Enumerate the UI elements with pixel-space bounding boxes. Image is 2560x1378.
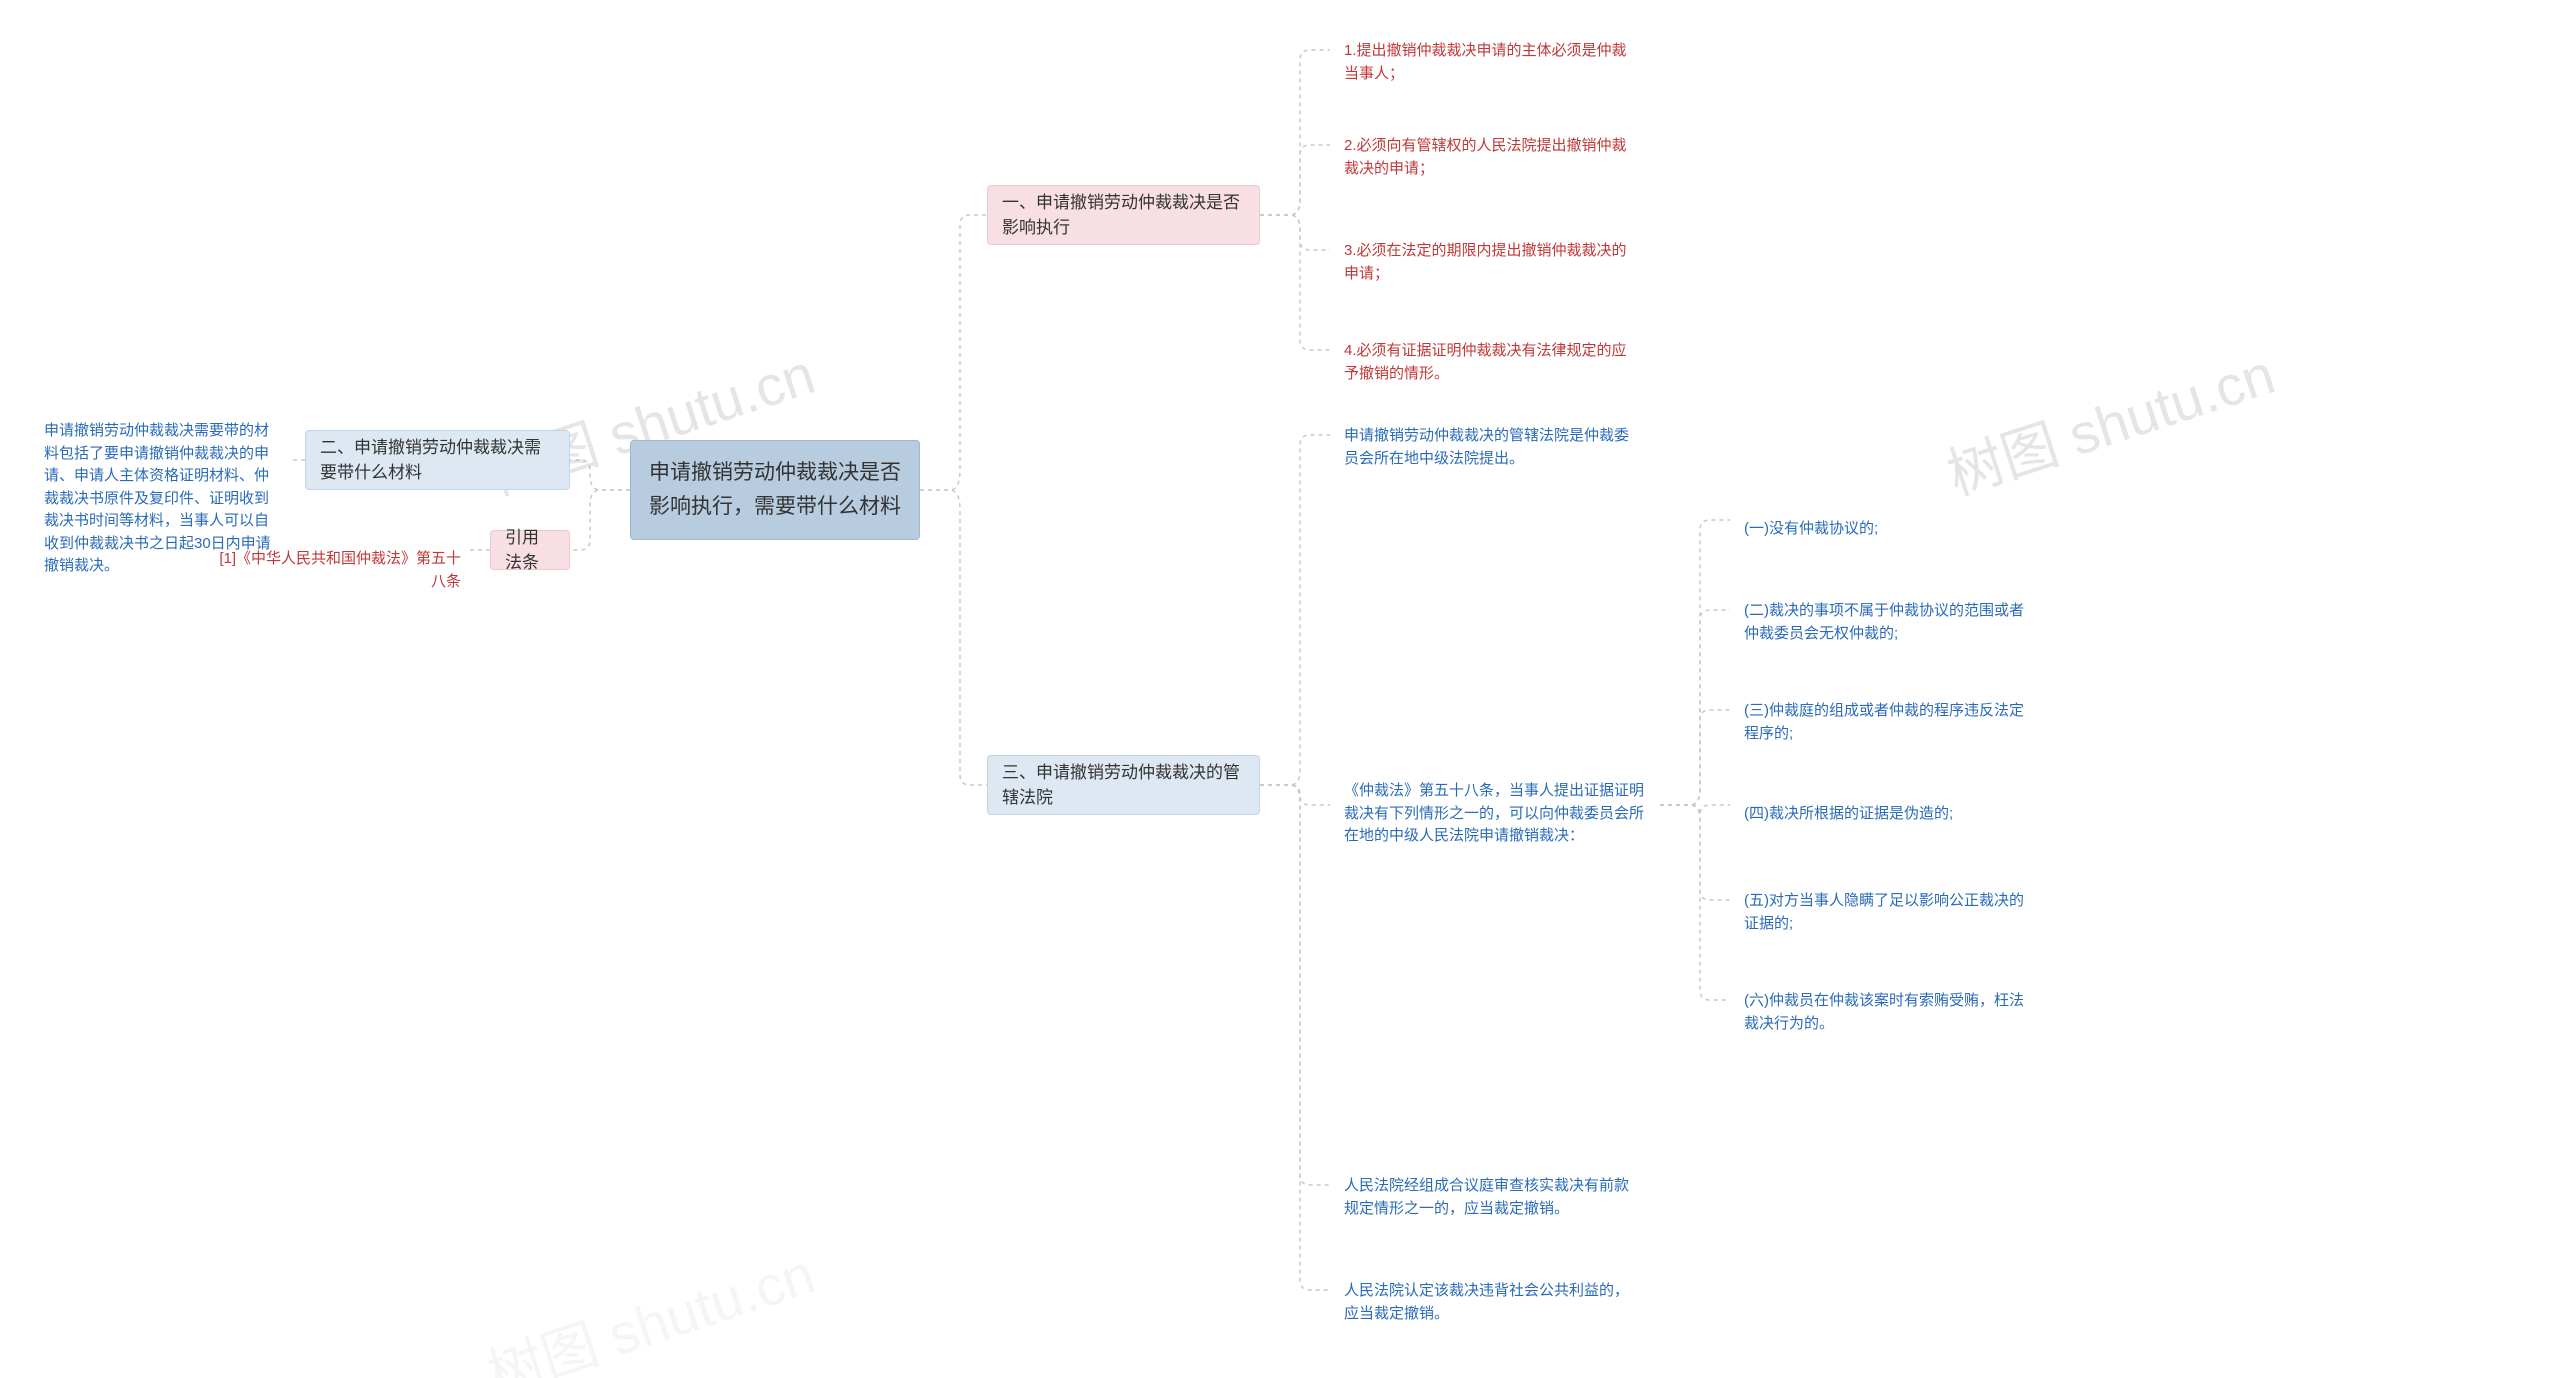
- watermark: 树图 shutu.cn: [1936, 330, 2284, 512]
- section3-item-b-text: 《仲裁法》第五十八条，当事人提出证据证明裁决有下列情形之一的，可以向仲裁委员会所…: [1344, 780, 1646, 848]
- section3-item-c: 人民法院经组成合议庭审查核实裁决有前款规定情形之一的，应当裁定撤销。: [1330, 1165, 1650, 1230]
- section1-item-2-text: 2.必须向有管辖权的人民法院提出撤销仲裁裁决的申请；: [1344, 135, 1636, 180]
- section1-item-1: 1.提出撤销仲裁裁决申请的主体必须是仲裁当事人；: [1330, 30, 1650, 95]
- section1-item-3-text: 3.必须在法定的期限内提出撤销仲裁裁决的申请；: [1344, 240, 1636, 285]
- section3-sub-2-text: (二)裁决的事项不属于仲裁协议的范围或者仲裁委员会无权仲裁的;: [1744, 600, 2036, 645]
- section1-item-4-text: 4.必须有证据证明仲裁裁决有法律规定的应予撤销的情形。: [1344, 340, 1636, 385]
- section3-node: 三、申请撤销劳动仲裁裁决的管辖法院: [987, 755, 1260, 815]
- section1-item-4: 4.必须有证据证明仲裁裁决有法律规定的应予撤销的情形。: [1330, 330, 1650, 395]
- section3-item-a-text: 申请撤销劳动仲裁裁决的管辖法院是仲裁委员会所在地中级法院提出。: [1344, 425, 1636, 470]
- section1-title: 一、申请撤销劳动仲裁裁决是否影响执行: [1002, 190, 1245, 241]
- section3-sub-5-text: (五)对方当事人隐瞒了足以影响公正裁决的证据的;: [1744, 890, 2036, 935]
- section1-item-1-text: 1.提出撤销仲裁裁决申请的主体必须是仲裁当事人；: [1344, 40, 1636, 85]
- section2-title: 二、申请撤销劳动仲裁裁决需要带什么材料: [320, 435, 555, 486]
- root-text: 申请撤销劳动仲裁裁决是否影响执行，需要带什么材料: [645, 456, 905, 523]
- citation-leaf-text: [1]《中华人民共和国仲裁法》第五十八条: [209, 548, 461, 593]
- section2-node: 二、申请撤销劳动仲裁裁决需要带什么材料: [305, 430, 570, 490]
- citation-node: 引用法条: [490, 530, 570, 570]
- section3-item-d-text: 人民法院认定该裁决违背社会公共利益的，应当裁定撤销。: [1344, 1280, 1636, 1325]
- citation-leaf: [1]《中华人民共和国仲裁法》第五十八条: [195, 538, 475, 603]
- citation-title: 引用法条: [505, 525, 555, 576]
- section3-title: 三、申请撤销劳动仲裁裁决的管辖法院: [1002, 760, 1245, 811]
- section1-item-3: 3.必须在法定的期限内提出撤销仲裁裁决的申请；: [1330, 230, 1650, 295]
- section3-sub-4: (四)裁决所根据的证据是伪造的;: [1730, 793, 2050, 836]
- section3-sub-4-text: (四)裁决所根据的证据是伪造的;: [1744, 803, 1953, 826]
- connector-lines: [0, 0, 2560, 1378]
- section3-sub-3: (三)仲裁庭的组成或者仲裁的程序违反法定程序的;: [1730, 690, 2050, 755]
- watermark: 树图 shutu.cn: [476, 1230, 824, 1378]
- section3-sub-3-text: (三)仲裁庭的组成或者仲裁的程序违反法定程序的;: [1744, 700, 2036, 745]
- section3-sub-1-text: (一)没有仲裁协议的;: [1744, 518, 1878, 541]
- section3-sub-6-text: (六)仲裁员在仲裁该案时有索贿受贿，枉法裁决行为的。: [1744, 990, 2036, 1035]
- section3-item-b: 《仲裁法》第五十八条，当事人提出证据证明裁决有下列情形之一的，可以向仲裁委员会所…: [1330, 770, 1660, 858]
- section3-sub-1: (一)没有仲裁协议的;: [1730, 508, 2050, 551]
- section3-item-d: 人民法院认定该裁决违背社会公共利益的，应当裁定撤销。: [1330, 1270, 1650, 1335]
- section3-item-c-text: 人民法院经组成合议庭审查核实裁决有前款规定情形之一的，应当裁定撤销。: [1344, 1175, 1636, 1220]
- section3-sub-2: (二)裁决的事项不属于仲裁协议的范围或者仲裁委员会无权仲裁的;: [1730, 590, 2050, 655]
- section3-sub-5: (五)对方当事人隐瞒了足以影响公正裁决的证据的;: [1730, 880, 2050, 945]
- section3-sub-6: (六)仲裁员在仲裁该案时有索贿受贿，枉法裁决行为的。: [1730, 980, 2050, 1045]
- section1-item-2: 2.必须向有管辖权的人民法院提出撤销仲裁裁决的申请；: [1330, 125, 1650, 190]
- section1-node: 一、申请撤销劳动仲裁裁决是否影响执行: [987, 185, 1260, 245]
- root-node: 申请撤销劳动仲裁裁决是否影响执行，需要带什么材料: [630, 440, 920, 540]
- section3-item-a: 申请撤销劳动仲裁裁决的管辖法院是仲裁委员会所在地中级法院提出。: [1330, 415, 1650, 480]
